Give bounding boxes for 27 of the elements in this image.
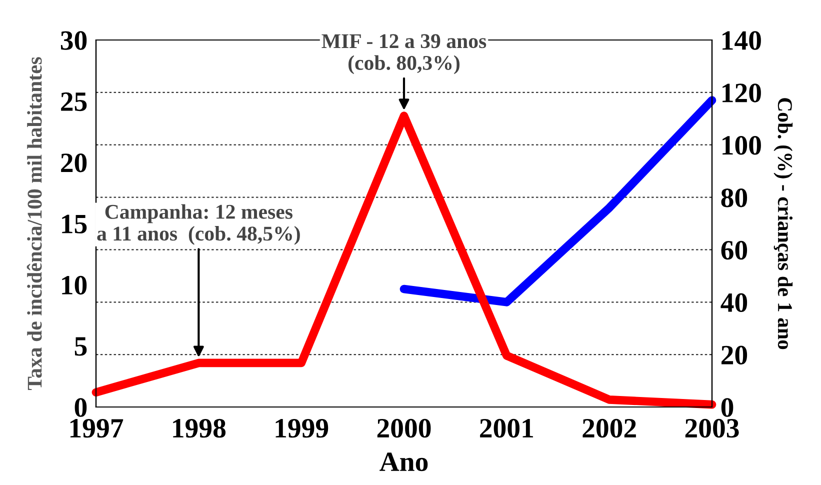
x-tick-label: 1997	[70, 418, 124, 438]
y2-tick-label: 60	[721, 240, 748, 260]
x-tick-label: 1999	[276, 418, 328, 438]
annotation: Campanha: 12 meses a 11 anos (cob. 48,5%)	[97, 204, 300, 245]
y2-tick-label: 40	[720, 293, 748, 312]
y-tick-label: 30	[60, 31, 87, 50]
x-tick-label: 2002	[582, 418, 636, 438]
x-tick-label: 1998	[173, 418, 226, 438]
y2-tick-label: 100	[722, 136, 761, 155]
y2-axis-title: Cob. (%) - crianças de 1 ano	[774, 98, 793, 350]
y2-tick-label: 120	[722, 84, 761, 102]
y2-tick-label: 80	[721, 188, 748, 208]
y-tick-label: 25	[61, 92, 87, 112]
y-axis-title: Taxa de incidência/100 mil habitantes	[26, 57, 42, 390]
y-tick-label: 5	[74, 337, 87, 356]
x-tick-label: 2000	[377, 418, 431, 438]
x-axis-title: Ano	[380, 452, 428, 472]
y-tick-label: 10	[62, 276, 87, 295]
y-tick-label: 15	[62, 214, 87, 234]
y-tick-label: 0	[74, 398, 87, 417]
x-tick-label: 2001	[480, 418, 534, 438]
y-tick-label: 20	[61, 154, 87, 172]
y2-tick-label: 20	[722, 346, 748, 364]
y2-tick-label: 0	[721, 398, 734, 417]
annotation: MIF - 12 a 39 anos (cob. 80,3%)	[322, 34, 486, 74]
x-tick-label: 2003	[685, 418, 739, 438]
y2-tick-label: 140	[722, 31, 761, 50]
